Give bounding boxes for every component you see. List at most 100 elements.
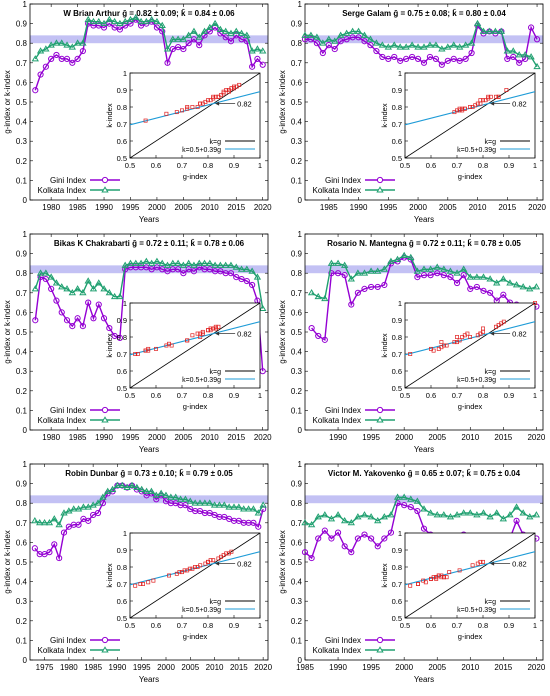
kolkata-point bbox=[374, 267, 382, 274]
y-tick-label: 0.3 bbox=[291, 137, 303, 146]
kolkata-point bbox=[440, 265, 448, 272]
inset-legend-label: k=g bbox=[210, 599, 222, 606]
inset-x-tick-label: 0.8 bbox=[203, 391, 213, 400]
kolkata-point bbox=[79, 503, 88, 510]
inset-point bbox=[135, 352, 140, 356]
x-tick-label: 1985 bbox=[320, 203, 338, 212]
kolkata-point bbox=[225, 503, 233, 510]
inset-y-tick-label: 0.7 bbox=[392, 580, 402, 589]
inset-legend-label: k=0.5+0.39g bbox=[182, 377, 221, 384]
kolkata-point bbox=[216, 261, 225, 268]
x-tick-label: 1990 bbox=[329, 433, 347, 442]
inset-point bbox=[468, 335, 472, 339]
kolkata-point bbox=[163, 261, 172, 268]
gini-point bbox=[387, 529, 395, 536]
kolkata-point bbox=[446, 513, 455, 520]
inset-x-tick-label: 0.8 bbox=[478, 621, 488, 630]
kolkata-point bbox=[126, 15, 135, 23]
inset-y-tick-label: 0.6 bbox=[392, 137, 402, 146]
legend-label: Gini Index bbox=[325, 406, 361, 415]
fit-line bbox=[405, 551, 535, 586]
y-tick-label: 0.6 bbox=[291, 308, 303, 317]
kolkata-point bbox=[137, 259, 145, 266]
kolkata-point bbox=[506, 279, 514, 286]
gini-point bbox=[182, 502, 189, 509]
kolkata-point bbox=[432, 41, 440, 48]
kolkata-point bbox=[360, 511, 369, 518]
y-axis-label: g-index or k-index bbox=[278, 300, 287, 364]
inset-point bbox=[481, 98, 485, 103]
x-tick-label: 1975 bbox=[36, 663, 54, 672]
inset-x-axis-label: g-index bbox=[458, 632, 483, 641]
chart-panel-5: 0 0.1 0.2 0.3 0.4 0.5 0.6 0.7 0.8 0.9 1 1975 1980 198… bbox=[3, 460, 273, 684]
inset-point bbox=[151, 578, 156, 583]
inset-y-tick-label: 0.8 bbox=[117, 103, 127, 112]
x-axis-label: Years bbox=[139, 675, 159, 684]
inset-y-axis-label: k-index bbox=[105, 563, 114, 587]
kolkata-point bbox=[354, 27, 363, 34]
inset-x-tick-label: 0.6 bbox=[426, 621, 436, 630]
inset-x-axis-label: g-index bbox=[183, 632, 208, 641]
inset-point bbox=[213, 94, 218, 99]
kolkata-point bbox=[254, 509, 262, 516]
inset-y-tick-label: 0.5 bbox=[117, 614, 127, 623]
gini-point bbox=[238, 36, 245, 43]
y-axis-label: g-index or k-index bbox=[3, 300, 12, 364]
inset-x-tick-label: 0.6 bbox=[151, 621, 161, 630]
gini-point bbox=[180, 45, 187, 53]
inset-y-tick-label: 0.6 bbox=[392, 367, 402, 376]
kolkata-point bbox=[235, 503, 243, 510]
y-tick-label: 0.4 bbox=[291, 348, 303, 357]
kolkata-point bbox=[319, 39, 327, 46]
inset-x-tick-label: 1 bbox=[258, 621, 262, 630]
kolkata-point bbox=[512, 503, 521, 510]
inset-point bbox=[494, 94, 498, 99]
kolkata-point bbox=[63, 285, 71, 292]
y-tick-label: 0.7 bbox=[16, 289, 28, 298]
kolkata-point bbox=[354, 513, 362, 520]
inset-point bbox=[444, 343, 449, 348]
kolkata-point bbox=[99, 493, 107, 500]
inset-x-tick-label: 0.7 bbox=[177, 161, 187, 170]
inset-point bbox=[200, 331, 205, 336]
kolkata-point bbox=[70, 505, 78, 512]
x-tick-label: 2015 bbox=[227, 433, 245, 442]
kolkata-point bbox=[162, 491, 170, 498]
kolkata-point bbox=[334, 511, 342, 518]
gini-point bbox=[196, 42, 203, 49]
kolkata-point bbox=[314, 513, 322, 520]
kolkata-point bbox=[390, 41, 398, 48]
identity-line bbox=[405, 73, 535, 158]
kolkata-point bbox=[515, 51, 523, 58]
gini-point bbox=[343, 36, 350, 43]
kolkata-point bbox=[459, 265, 468, 272]
gini-point bbox=[403, 55, 410, 62]
kolkata-point bbox=[147, 259, 156, 266]
crossing-label: 0.82 bbox=[512, 330, 527, 339]
gini-point bbox=[328, 270, 335, 277]
kolkata-point bbox=[532, 511, 541, 518]
chart-title: Victor M. Yakovenko ḡ = 0.65 ± 0.07; k̄… bbox=[328, 469, 521, 478]
inset-plot: 0.5 0.6 0.7 0.8 0.9 1 0.5 0.6 0.7 0.8 0.9 1 g-index k… bbox=[380, 529, 537, 641]
x-tick-label: 2000 bbox=[157, 663, 175, 672]
inset-x-tick-label: 1 bbox=[258, 391, 262, 400]
kolkata-point bbox=[153, 257, 161, 264]
x-tick-label: 2000 bbox=[395, 433, 413, 442]
kolkata-point bbox=[479, 273, 488, 280]
identity-line bbox=[405, 533, 535, 618]
x-tick-label: 1980 bbox=[42, 203, 60, 212]
x-tick-label: 2020 bbox=[254, 433, 272, 442]
gini-point bbox=[180, 270, 187, 277]
inset-y-tick-label: 0.8 bbox=[392, 333, 402, 342]
kolkata-point bbox=[366, 35, 375, 42]
gini-point bbox=[533, 36, 541, 43]
kolkata-point bbox=[206, 499, 214, 506]
crossing-arrowhead bbox=[215, 101, 220, 106]
x-tick-label: 1995 bbox=[122, 433, 140, 442]
kolkata-point bbox=[342, 29, 351, 36]
y-tick-label: 0.9 bbox=[16, 250, 28, 259]
y-tick-label: 0.5 bbox=[291, 328, 303, 337]
x-tick-label: 1995 bbox=[362, 663, 380, 672]
inset-point bbox=[475, 101, 480, 106]
kolkata-point bbox=[466, 509, 474, 516]
